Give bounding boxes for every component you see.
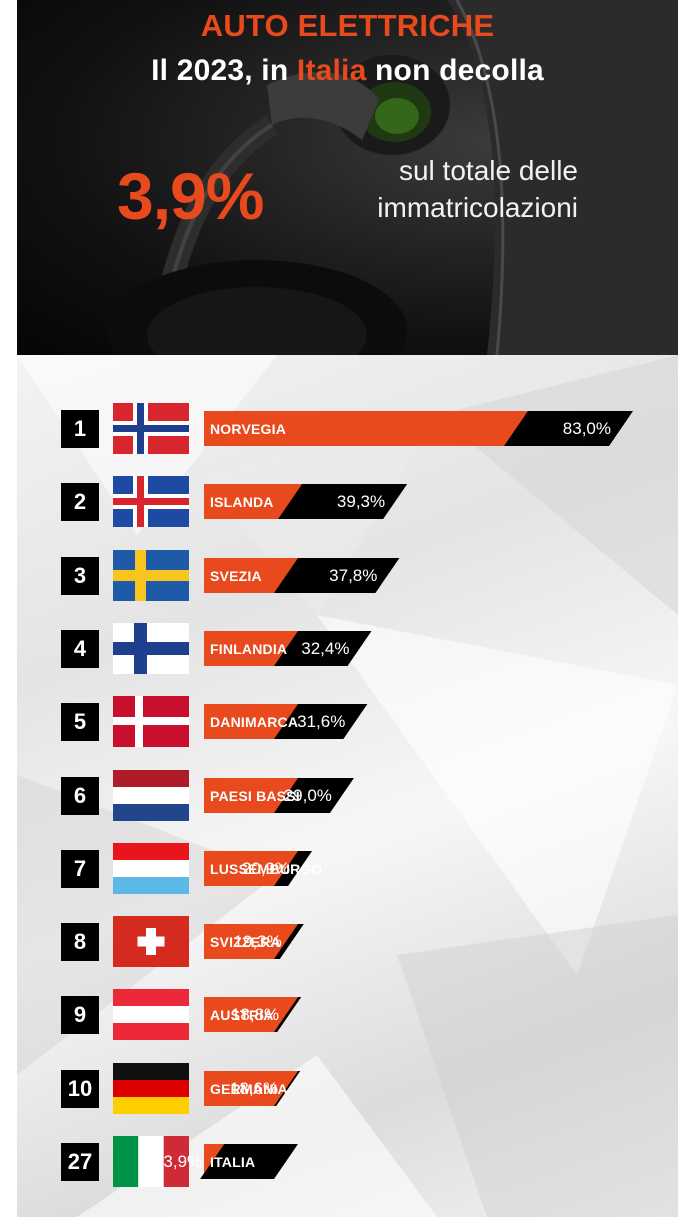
bar-value-background bbox=[274, 924, 304, 959]
value-label: 29,0% bbox=[283, 785, 332, 805]
country-label: GERMANIA bbox=[210, 1080, 288, 1097]
bar-value-background bbox=[274, 631, 372, 666]
value-label: 37,8% bbox=[329, 565, 378, 585]
value-label: 19,3% bbox=[233, 931, 282, 951]
bar bbox=[204, 484, 408, 519]
subtitle-highlight: Italia bbox=[296, 54, 367, 87]
value-label: 83,0% bbox=[562, 418, 611, 438]
page-title: AUTO ELETTRICHE bbox=[200, 8, 495, 43]
value-label: 18,8% bbox=[230, 1004, 280, 1024]
value-label: 39,3% bbox=[336, 491, 386, 511]
country-label: FINLANDIA bbox=[210, 640, 288, 657]
country-label: LUSSEMBURGO bbox=[210, 860, 323, 877]
rank-number: 5 bbox=[61, 702, 99, 741]
sweden-flag-icon bbox=[113, 550, 189, 601]
hero-banner: AUTO ELETTRICHE Il 2023, in Italia non d… bbox=[17, 0, 678, 355]
italy-flag-icon bbox=[113, 1136, 189, 1187]
rank-number: 2 bbox=[61, 482, 99, 521]
bar bbox=[204, 778, 354, 813]
rank-number: 8 bbox=[61, 922, 99, 961]
netherlands-flag-icon bbox=[113, 770, 189, 821]
country-label: SVIZZERA bbox=[210, 933, 281, 950]
bar-fill bbox=[204, 924, 304, 959]
value-label: 3,9% bbox=[163, 1151, 203, 1171]
norway-flag-icon bbox=[113, 403, 189, 454]
infographic: AUTO ELETTRICHE Il 2023, in Italia non d… bbox=[17, 0, 678, 1217]
charging-plug-illustration bbox=[107, 0, 678, 355]
rank-number: 6 bbox=[61, 776, 99, 815]
rank-number: 9 bbox=[61, 995, 99, 1034]
bar bbox=[204, 924, 304, 959]
country-label: DANIMARCA bbox=[210, 713, 299, 730]
country-label: ITALIA bbox=[210, 1153, 256, 1170]
bar bbox=[204, 1071, 301, 1106]
value-label: 20,9% bbox=[241, 858, 291, 878]
bar-value-background bbox=[200, 1144, 298, 1179]
bar-value-background bbox=[274, 778, 354, 813]
germany-flag-icon bbox=[113, 1063, 189, 1114]
rank-number: 4 bbox=[61, 629, 99, 668]
bar bbox=[204, 997, 302, 1032]
value-label: 18,6% bbox=[229, 1078, 279, 1098]
value-label: 32,4% bbox=[301, 638, 350, 658]
bar bbox=[204, 558, 400, 593]
iceland-flag-icon bbox=[113, 476, 189, 527]
rank-number: 7 bbox=[61, 849, 99, 888]
bar-fill bbox=[204, 1071, 301, 1106]
rank-number: 27 bbox=[61, 1142, 99, 1181]
rank-number: 3 bbox=[61, 556, 99, 595]
headline-percentage: 3,9% bbox=[117, 159, 264, 233]
country-label: AUSTRIA bbox=[210, 1006, 274, 1023]
bar-value-background bbox=[274, 851, 313, 886]
bar-value-background bbox=[274, 558, 400, 593]
bar-value-background bbox=[274, 1071, 301, 1106]
country-label: PAESI BASSI bbox=[210, 787, 300, 804]
country-label: NORVEGIA bbox=[210, 420, 287, 437]
bar bbox=[204, 851, 313, 886]
bar bbox=[204, 411, 633, 446]
bar-fill bbox=[204, 997, 302, 1032]
bar bbox=[204, 631, 372, 666]
bar-value-background bbox=[274, 704, 368, 739]
value-label: 31,6% bbox=[297, 711, 346, 731]
bar-value-background bbox=[278, 484, 408, 519]
bars-layer bbox=[200, 411, 633, 1179]
denmark-flag-icon bbox=[113, 696, 189, 747]
subtitle-text-end: non decolla bbox=[366, 54, 544, 87]
country-label: SVEZIA bbox=[210, 567, 262, 584]
austria-flag-icon bbox=[113, 989, 189, 1040]
rank-number: 1 bbox=[61, 409, 99, 448]
bar bbox=[200, 1144, 298, 1179]
bar-value-background bbox=[504, 411, 633, 446]
page-subtitle: Il 2023, in Italia non decolla bbox=[17, 54, 678, 88]
switzerland-flag-icon bbox=[113, 916, 189, 967]
headline-description: sul totale delle immatricolazioni bbox=[377, 155, 578, 223]
bar bbox=[204, 704, 368, 739]
luxembourg-flag-icon bbox=[113, 843, 189, 894]
rank-number: 10 bbox=[61, 1069, 99, 1108]
subtitle-text-start: Il 2023, in bbox=[151, 54, 297, 87]
finland-flag-icon bbox=[113, 623, 189, 674]
country-label: ISLANDA bbox=[210, 493, 274, 510]
ranking-chart: 1 NORVEGIA 83,0% 2 ISLANDA 39,3% 3 SVEZIA 37,8% 4… bbox=[17, 355, 678, 1217]
bar-value-background bbox=[274, 997, 302, 1032]
